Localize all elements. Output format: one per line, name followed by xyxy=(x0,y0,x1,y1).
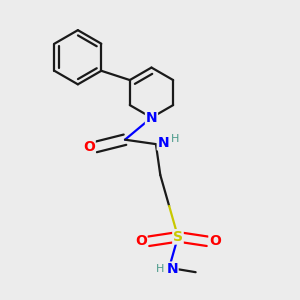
Text: O: O xyxy=(83,140,95,154)
Text: N: N xyxy=(146,111,157,124)
Text: O: O xyxy=(209,234,221,248)
Text: S: S xyxy=(173,230,183,244)
Text: O: O xyxy=(135,234,147,248)
Text: H: H xyxy=(155,264,164,274)
Text: N: N xyxy=(166,262,178,276)
Text: N: N xyxy=(158,136,169,150)
Text: H: H xyxy=(171,134,179,144)
